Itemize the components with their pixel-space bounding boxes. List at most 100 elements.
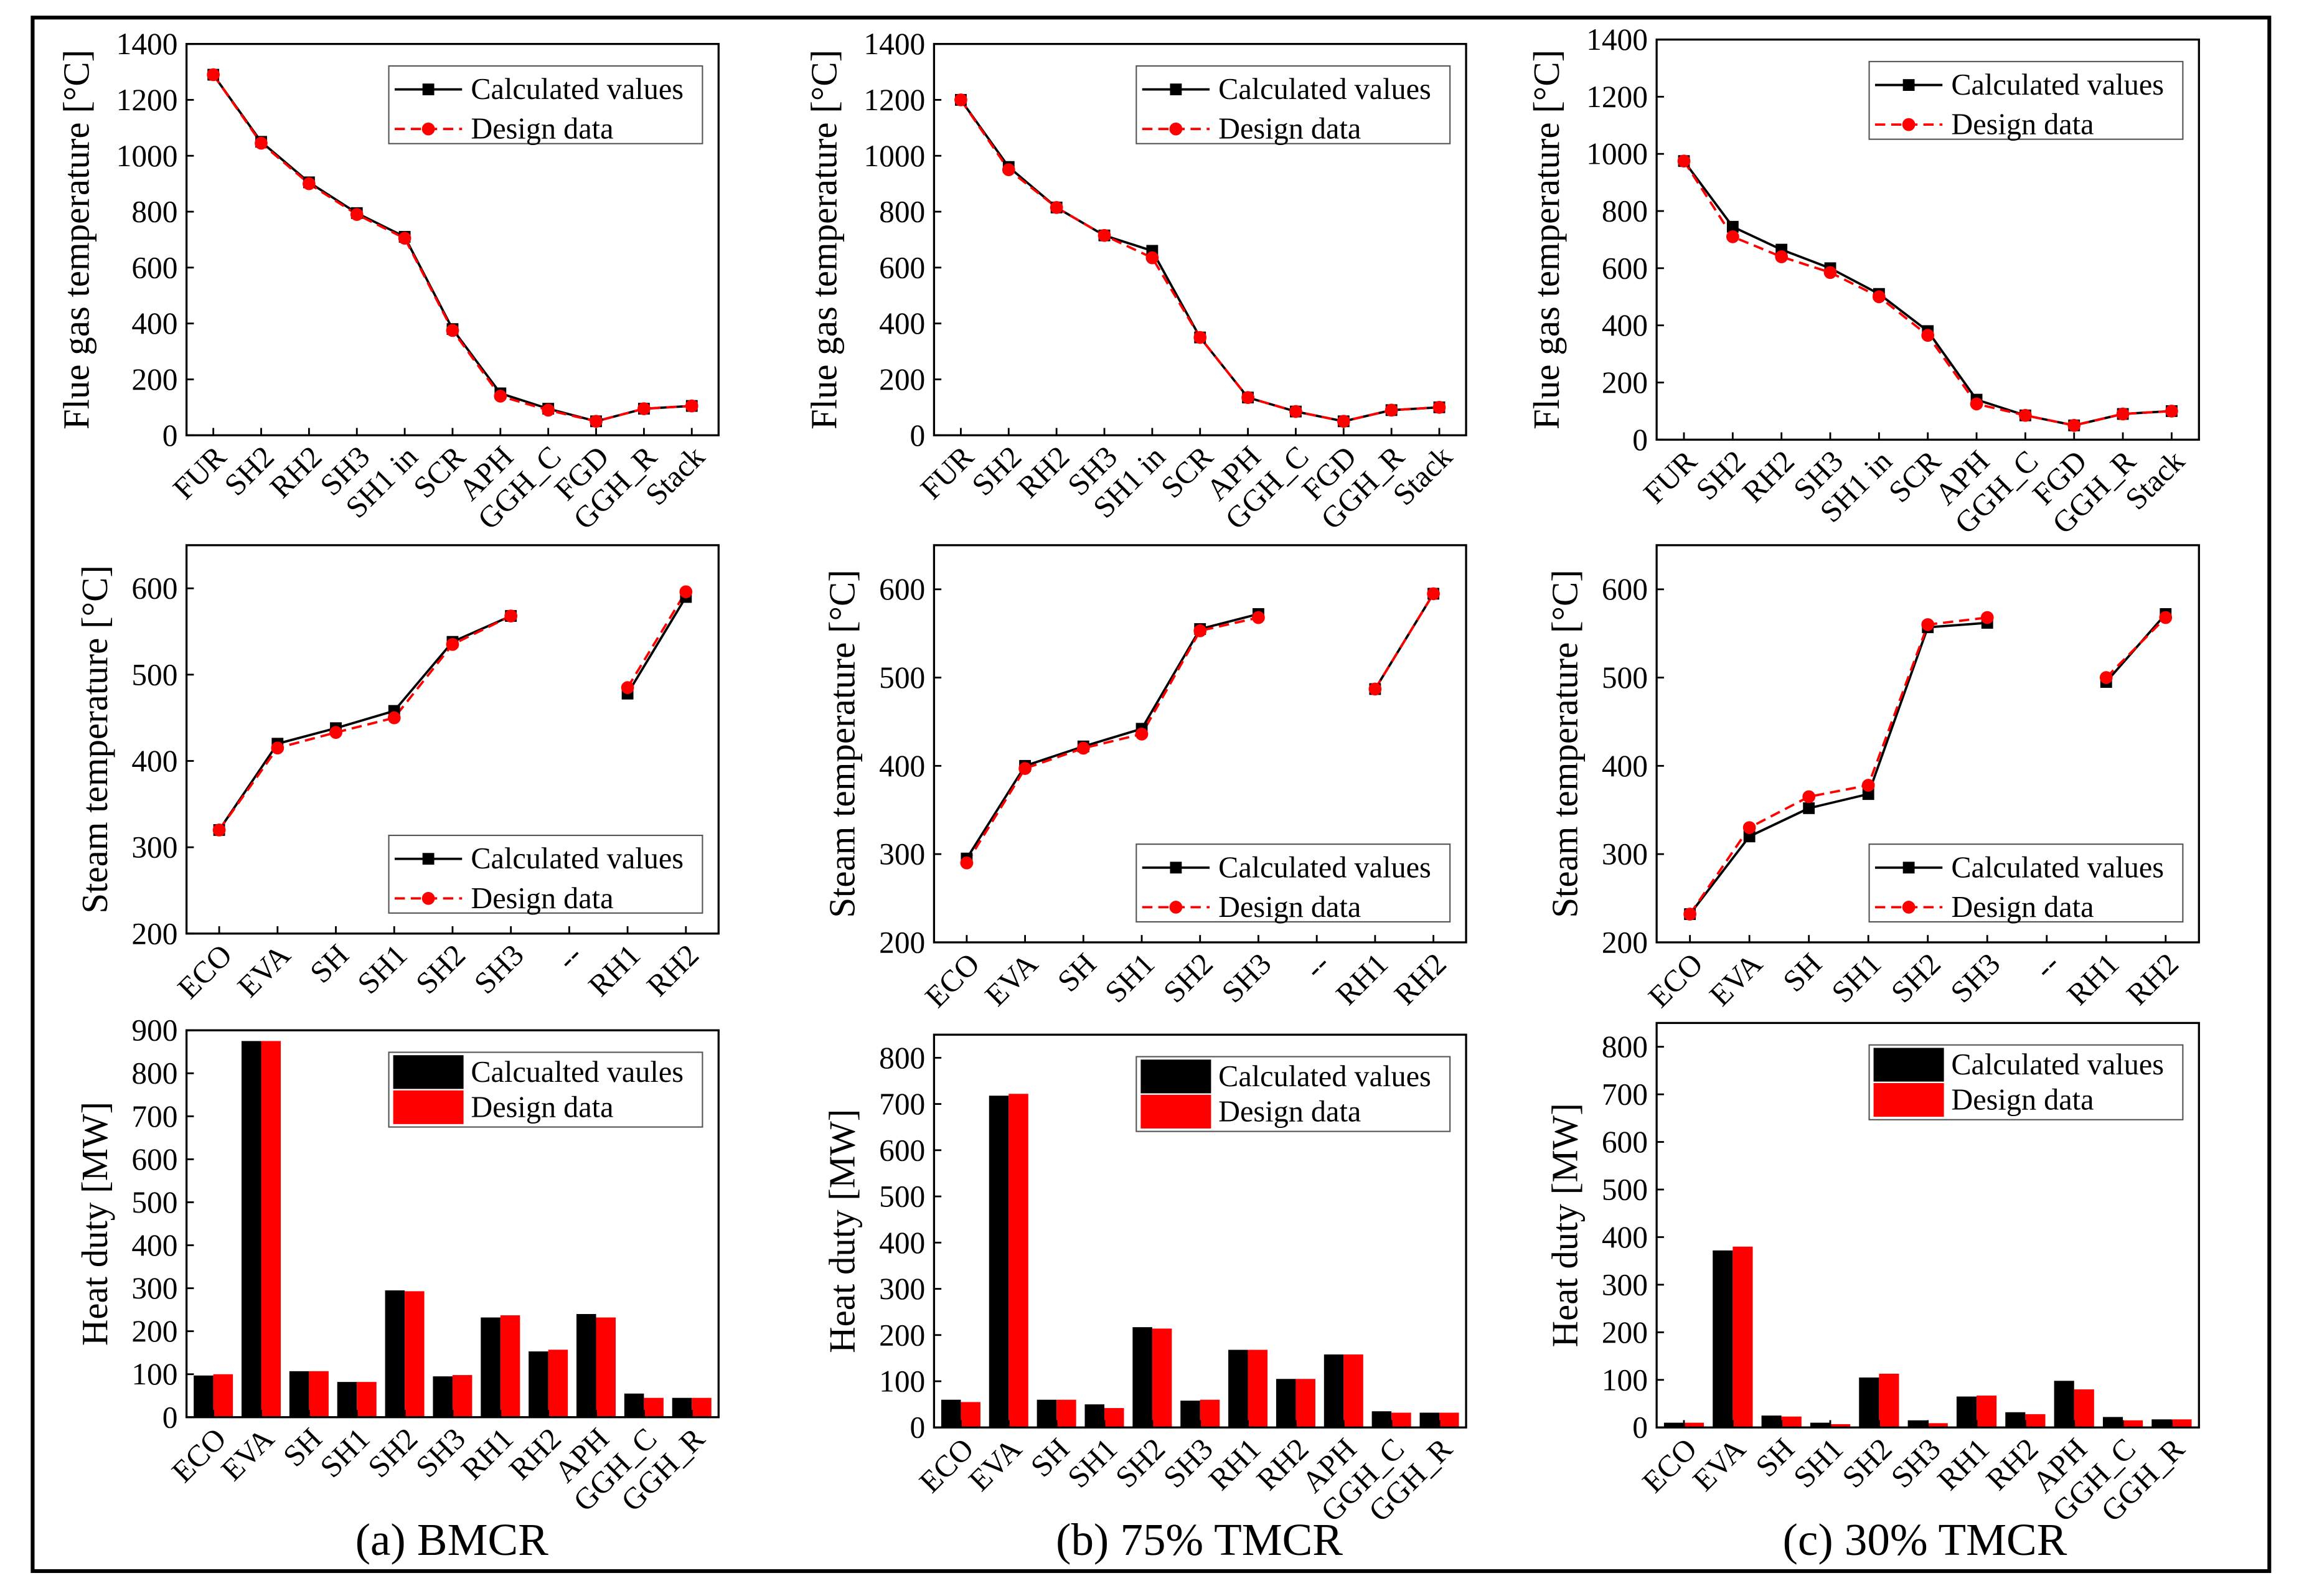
heat-duty-75-tmcr-design-bar-10 bbox=[1439, 1412, 1459, 1428]
heat-duty-30-tmcr-calculated-bar-1 bbox=[1713, 1250, 1733, 1428]
flue-gas-bmcr-y-tick-label: 200 bbox=[131, 362, 177, 397]
heat-duty-75-tmcr-calculated-bar-4 bbox=[1132, 1327, 1152, 1428]
steam-bmcr-design-point-8 bbox=[679, 585, 693, 599]
heat-duty-30-tmcr-plot-marks bbox=[1663, 1246, 2192, 1428]
steam-30-tmcr-legend-marker-design bbox=[1902, 901, 1916, 914]
heat-duty-30-tmcr-calculated-bar-8 bbox=[2054, 1381, 2074, 1428]
heat-duty-bmcr-design-bar-5 bbox=[452, 1375, 472, 1417]
heat-duty-30-tmcr-y-tick-label: 100 bbox=[1602, 1363, 1648, 1397]
flue-gas-30-tmcr-plot-marks bbox=[1677, 154, 2178, 432]
steam-75-tmcr-design-point-2 bbox=[1076, 741, 1090, 755]
flue-gas-bmcr-y-tick-label: 1400 bbox=[116, 27, 178, 61]
steam-30-tmcr-calculated-point-3 bbox=[1862, 788, 1874, 800]
flue-gas-bmcr-design-point-5 bbox=[446, 324, 459, 337]
steam-30-tmcr-legend-box bbox=[1868, 843, 2184, 923]
figure-border bbox=[31, 16, 2272, 1574]
steam-30-tmcr-design-point-7 bbox=[2099, 671, 2113, 684]
steam-30-tmcr-design-point-4 bbox=[1921, 618, 1935, 631]
heat-duty-75-tmcr-calculated-bar-5 bbox=[1180, 1401, 1200, 1428]
flue-gas-30-tmcr-design-point-5 bbox=[1921, 329, 1935, 342]
heat-duty-30-tmcr-design-bar-6 bbox=[1977, 1396, 1997, 1428]
heat-duty-bmcr-calculated-bar-2 bbox=[289, 1371, 309, 1417]
heat-duty-30-tmcr-y-tick-label: 0 bbox=[1632, 1411, 1648, 1445]
caption-30-tmcr: (c) 30% TMCR bbox=[1783, 1514, 2067, 1565]
flue-gas-75-tmcr-design-point-8 bbox=[1337, 415, 1350, 428]
heat-duty-bmcr-y-tick-label: 700 bbox=[131, 1099, 177, 1134]
flue-gas-30-tmcr-y-tick-label: 600 bbox=[1602, 251, 1648, 285]
heat-duty-30-tmcr-calculated-bar-4 bbox=[1859, 1377, 1879, 1428]
flue-gas-75-tmcr-legend-box bbox=[1135, 65, 1451, 144]
flue-gas-bmcr-legend-marker-design bbox=[421, 122, 435, 136]
steam-bmcr-design-point-1 bbox=[271, 741, 284, 755]
heat-duty-bmcr-design-bar-10 bbox=[692, 1397, 712, 1417]
steam-30-tmcr-design-point-2 bbox=[1802, 790, 1816, 804]
heat-duty-bmcr-legend-label-calculated: Calcualted vaules bbox=[471, 1056, 684, 1089]
flue-gas-30-tmcr-y-tick-label: 1200 bbox=[1586, 80, 1648, 114]
heat-duty-30-tmcr-legend-label-calculated: Calculated values bbox=[1951, 1048, 2164, 1081]
steam-75-tmcr-y-tick-label: 500 bbox=[879, 660, 925, 695]
heat-duty-bmcr-calculated-bar-7 bbox=[529, 1351, 548, 1417]
heat-duty-75-tmcr-calculated-bar-0 bbox=[941, 1399, 961, 1428]
heat-duty-75-tmcr-y-tick-label: 100 bbox=[879, 1364, 925, 1399]
steam-30-tmcr-calculated-point-1 bbox=[1743, 830, 1756, 843]
flue-gas-30-tmcr-y-tick-label: 1400 bbox=[1586, 22, 1648, 57]
steam-30-tmcr-calculated-point-2 bbox=[1803, 802, 1815, 814]
heat-duty-75-tmcr-design-bar-3 bbox=[1104, 1408, 1124, 1428]
flue-gas-30-tmcr-legend-label-design: Design data bbox=[1951, 108, 2094, 141]
heat-duty-30-tmcr-calculated-bar-10 bbox=[2151, 1419, 2172, 1428]
heat-duty-30-tmcr-design-bar-9 bbox=[2123, 1420, 2143, 1428]
heat-duty-bmcr-design-bar-3 bbox=[357, 1382, 377, 1417]
flue-gas-30-tmcr-y-tick-label: 400 bbox=[1602, 308, 1648, 342]
flue-gas-75-tmcr-design-point-9 bbox=[1385, 403, 1398, 417]
flue-gas-bmcr-design-point-8 bbox=[590, 415, 603, 428]
steam-bmcr-design-point-7 bbox=[621, 681, 634, 694]
flue-gas-75-tmcr-legend-label-design: Design data bbox=[1218, 113, 1361, 146]
steam-75-tmcr-y-axis-label: Steam temperature [°C] bbox=[822, 570, 863, 918]
flue-gas-bmcr-design-point-0 bbox=[207, 68, 220, 82]
steam-75-tmcr-design-point-4 bbox=[1193, 624, 1207, 637]
steam-bmcr-plot-marks bbox=[212, 585, 693, 837]
heat-duty-75-tmcr-calculated-bar-10 bbox=[1419, 1412, 1440, 1428]
caption-bmcr: (a) BMCR bbox=[355, 1514, 548, 1565]
heat-duty-75-tmcr-design-bar-8 bbox=[1343, 1354, 1363, 1428]
flue-gas-75-tmcr-design-point-0 bbox=[954, 93, 967, 106]
heat-duty-75-tmcr-calculated-bar-3 bbox=[1084, 1404, 1105, 1428]
heat-duty-75-tmcr-y-tick-label: 800 bbox=[879, 1041, 925, 1075]
flue-gas-75-tmcr-design-point-5 bbox=[1193, 331, 1207, 344]
heat-duty-30-tmcr-design-bar-2 bbox=[1781, 1416, 1802, 1428]
steam-bmcr-design-point-0 bbox=[212, 824, 226, 837]
flue-gas-bmcr-legend-marker-calculated bbox=[422, 83, 435, 96]
flue-gas-30-tmcr-y-axis: 0 200 400 600 800 1000 1200 1400 bbox=[1586, 22, 1664, 457]
steam-75-tmcr-design-point-7 bbox=[1368, 682, 1382, 696]
steam-30-tmcr-design-point-0 bbox=[1683, 908, 1696, 921]
heat-duty-75-tmcr-design-bar-4 bbox=[1152, 1328, 1172, 1428]
heat-duty-30-tmcr-y-tick-label: 200 bbox=[1602, 1315, 1648, 1350]
flue-gas-75-tmcr-y-tick-label: 400 bbox=[879, 306, 925, 340]
flue-gas-75-tmcr-chart: 0200400600800100012001400FURSH2RH2SH3SH1… bbox=[804, 27, 1467, 536]
heat-duty-bmcr-chart: 0100200300400500600700800900ECOEVASHSH1S… bbox=[75, 1013, 720, 1518]
steam-30-tmcr-y-axis-label: Steam temperature [°C] bbox=[1544, 570, 1585, 918]
flue-gas-75-tmcr-y-tick-label: 800 bbox=[879, 195, 925, 229]
steam-75-tmcr-legend-box bbox=[1135, 843, 1451, 923]
steam-30-tmcr-y-tick-label: 200 bbox=[1602, 925, 1648, 959]
flue-gas-30-tmcr-design-point-1 bbox=[1726, 230, 1739, 243]
heat-duty-30-tmcr-calculated-bar-6 bbox=[1956, 1396, 1977, 1428]
steam-30-tmcr-design-point-3 bbox=[1861, 779, 1875, 792]
heat-duty-bmcr-calculated-bar-10 bbox=[672, 1397, 692, 1417]
heat-duty-bmcr-calculated-bar-8 bbox=[576, 1314, 596, 1417]
heat-duty-75-tmcr-design-bar-9 bbox=[1391, 1412, 1411, 1428]
heat-duty-75-tmcr-calculated-bar-2 bbox=[1037, 1399, 1057, 1428]
heat-duty-bmcr-plot-marks bbox=[194, 1041, 712, 1417]
flue-gas-bmcr-legend-label-calculated: Calculated values bbox=[471, 73, 684, 106]
flue-gas-75-tmcr-design-point-6 bbox=[1241, 391, 1254, 405]
flue-gas-bmcr-design-point-7 bbox=[542, 403, 555, 417]
steam-75-tmcr-legend-label-design: Design data bbox=[1218, 891, 1361, 924]
flue-gas-bmcr-design-point-2 bbox=[303, 177, 316, 190]
steam-75-tmcr-legend-label-calculated: Calculated values bbox=[1218, 851, 1431, 884]
flue-gas-bmcr-y-axis: 0 200 400 600 800 1000 1200 1400 bbox=[116, 27, 194, 453]
heat-duty-30-tmcr-design-bar-1 bbox=[1732, 1246, 1753, 1428]
heat-duty-bmcr-y-tick-label: 300 bbox=[131, 1271, 177, 1305]
steam-30-tmcr-design-point-1 bbox=[1742, 821, 1756, 834]
heat-duty-30-tmcr-y-tick-label: 400 bbox=[1602, 1220, 1648, 1254]
heat-duty-75-tmcr-y-tick-label: 200 bbox=[879, 1318, 925, 1352]
